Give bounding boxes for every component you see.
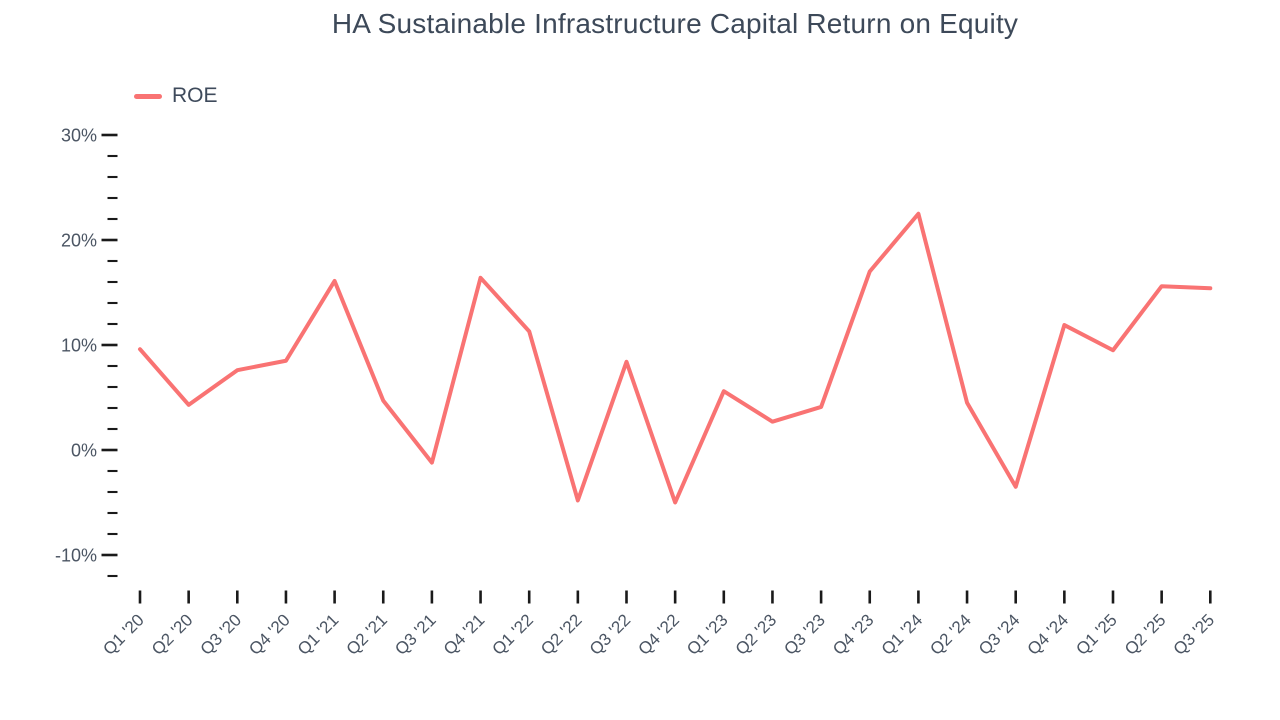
series-roe	[138, 211, 1213, 505]
x-axis-label: Q3 '21	[391, 610, 439, 658]
x-axis-label: Q2 '23	[732, 610, 780, 658]
x-axis-label: Q2 '22	[537, 610, 585, 658]
x-axis-label: Q4 '20	[245, 610, 293, 658]
x-axis-label: Q4 '22	[634, 610, 682, 658]
x-axis-label: Q3 '20	[197, 610, 245, 658]
x-axis-label: Q1 '22	[489, 610, 537, 658]
y-axis-label: 20%	[61, 231, 97, 251]
roe-line	[138, 211, 1213, 505]
y-axis-label: -10%	[55, 546, 97, 566]
x-axis: Q1 '20 Q2 '20 Q3 '20 Q4 '20 Q1 '21 Q2 '21 Q3 '…	[99, 590, 1218, 659]
x-axis-label: Q1 '21	[294, 610, 342, 658]
x-axis-label: Q3 '25	[1170, 610, 1218, 658]
x-axis-label: Q4 '23	[829, 610, 877, 658]
x-axis-label: Q1 '25	[1072, 610, 1120, 658]
x-axis-label: Q2 '20	[148, 610, 196, 658]
y-axis-label: 30%	[61, 126, 97, 146]
x-axis-label: Q3 '24	[975, 610, 1023, 658]
x-axis-label: Q3 '23	[780, 610, 828, 658]
x-axis-label: Q1 '24	[878, 610, 926, 658]
y-axis-label: 0%	[71, 441, 97, 461]
x-axis-label: Q4 '24	[1024, 610, 1072, 658]
x-axis-label: Q1 '20	[99, 610, 147, 658]
y-axis: 30% 20% 10% 0% -10%	[55, 126, 118, 578]
y-axis-label: 10%	[61, 336, 97, 356]
x-axis-label: Q1 '23	[683, 610, 731, 658]
x-axis-label: Q4 '21	[440, 610, 488, 658]
legend-line-swatch-icon	[134, 93, 162, 99]
legend-label: ROE	[172, 84, 218, 107]
chart-title: HA Sustainable Infrastructure Capital Re…	[331, 8, 1019, 39]
legend: ROE	[134, 84, 218, 108]
x-axis-label: Q2 '24	[926, 610, 974, 658]
x-axis-label: Q3 '22	[586, 610, 634, 658]
x-axis-label: Q2 '21	[343, 610, 391, 658]
x-axis-label: Q2 '25	[1121, 610, 1169, 658]
